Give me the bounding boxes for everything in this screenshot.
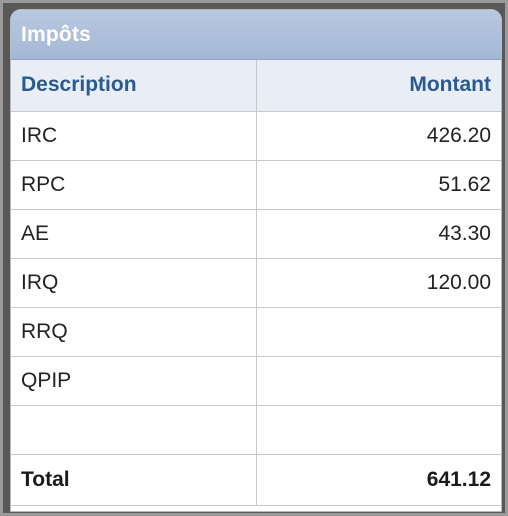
panel-title: Impôts xyxy=(21,22,92,46)
total-label: Total xyxy=(11,453,257,506)
row-description: AE xyxy=(11,208,257,259)
column-header-description[interactable]: Description xyxy=(11,60,257,112)
row-description: RRQ xyxy=(11,306,257,357)
row-amount: 51.62 xyxy=(255,159,501,210)
row-description: QPIP xyxy=(11,355,257,406)
panel-title-bar: Impôts xyxy=(11,10,501,60)
taxes-table: Description Montant IRC 426.20 RPC 51.62… xyxy=(11,60,501,506)
total-amount: 641.12 xyxy=(255,453,501,506)
row-description: IRQ xyxy=(11,257,257,308)
row-description: RPC xyxy=(11,159,257,210)
table-row[interactable]: IRQ 120.00 xyxy=(11,257,501,308)
row-amount: 120.00 xyxy=(255,257,501,308)
table-row[interactable]: AE 43.30 xyxy=(11,208,501,259)
column-header-amount[interactable]: Montant xyxy=(255,60,501,112)
row-amount xyxy=(255,404,501,455)
row-amount xyxy=(255,355,501,406)
table-row[interactable]: QPIP xyxy=(11,355,501,406)
total-row: Total 641.12 xyxy=(11,453,501,506)
table-header-row: Description Montant xyxy=(11,60,501,112)
row-description: IRC xyxy=(11,110,257,161)
table-row[interactable]: RRQ xyxy=(11,306,501,357)
table-row[interactable] xyxy=(11,404,501,455)
row-amount: 426.20 xyxy=(255,110,501,161)
row-description xyxy=(11,404,257,455)
table-row[interactable]: IRC 426.20 xyxy=(11,110,501,161)
taxes-panel: Impôts Description Montant IRC 426.20 RP… xyxy=(11,10,501,511)
row-amount xyxy=(255,306,501,357)
table-row[interactable]: RPC 51.62 xyxy=(11,159,501,210)
row-amount: 43.30 xyxy=(255,208,501,259)
